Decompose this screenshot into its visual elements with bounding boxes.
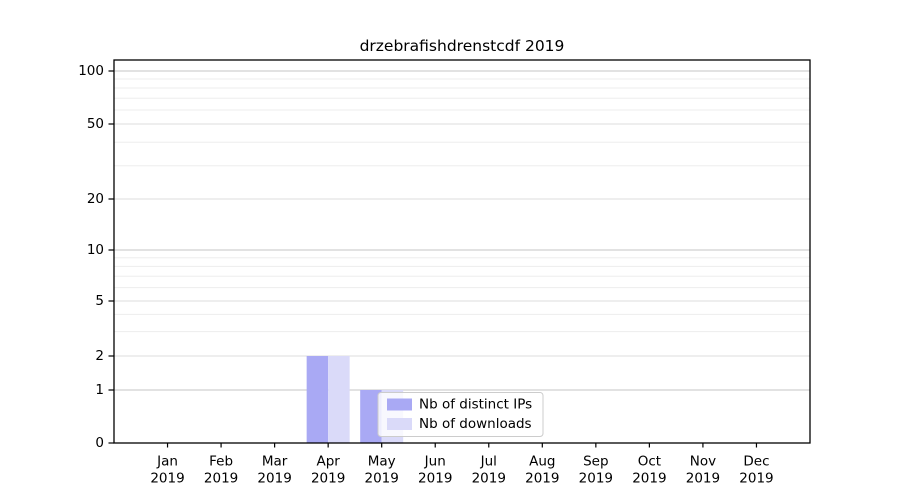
x-tick-label-month-apr: Apr <box>316 454 340 470</box>
x-tick-label-year-apr: 2019 <box>311 471 345 487</box>
x-tick-label-month-sep: Sep <box>583 454 608 470</box>
y-tick-label-10: 10 <box>87 242 104 258</box>
x-tick-label-month-feb: Feb <box>209 454 233 470</box>
x-tick-label-month-jun: Jun <box>424 454 446 470</box>
legend-label-0: Nb of distinct IPs <box>419 397 532 413</box>
y-tick-label-1: 1 <box>95 382 104 398</box>
x-tick-label-year-mar: 2019 <box>257 471 291 487</box>
x-tick-label-month-dec: Dec <box>743 454 769 470</box>
legend-label-1: Nb of downloads <box>419 416 532 432</box>
x-tick-label-year-nov: 2019 <box>686 471 720 487</box>
legend-box <box>377 392 544 437</box>
y-tick-label-20: 20 <box>87 191 104 207</box>
x-tick-label-month-nov: Nov <box>690 454 716 470</box>
x-tick-label-month-oct: Oct <box>638 454 661 470</box>
x-tick-label-year-sep: 2019 <box>579 471 613 487</box>
y-tick-label-5: 5 <box>95 293 104 309</box>
x-tick-label-year-feb: 2019 <box>204 471 238 487</box>
bar-may-series0 <box>360 390 382 443</box>
y-tick-label-0: 0 <box>95 435 104 451</box>
x-tick-label-year-jul: 2019 <box>472 471 506 487</box>
plot-border <box>113 59 811 444</box>
x-tick-label-month-aug: Aug <box>529 454 555 470</box>
y-tick-label-2: 2 <box>95 348 104 364</box>
x-tick-label-year-may: 2019 <box>365 471 399 487</box>
bar-apr-series0 <box>306 356 329 443</box>
x-tick-label-month-jul: Jul <box>480 454 497 470</box>
chart-title: drzebrafishdrenstcdf 2019 <box>360 37 565 55</box>
x-tick-label-year-oct: 2019 <box>632 471 666 487</box>
x-tick-label-year-jan: 2019 <box>150 471 184 487</box>
x-tick-label-year-jun: 2019 <box>418 471 452 487</box>
x-tick-label-month-jan: Jan <box>156 454 178 470</box>
y-tick-label-50: 50 <box>87 116 104 132</box>
legend-swatch-1 <box>387 418 412 430</box>
x-tick-label-year-aug: 2019 <box>525 471 559 487</box>
x-tick-label-month-mar: Mar <box>262 454 288 470</box>
legend-swatch-0 <box>387 398 412 411</box>
x-tick-label-year-dec: 2019 <box>739 471 773 487</box>
bar-apr-series1 <box>328 356 350 443</box>
x-tick-label-month-may: May <box>368 454 396 470</box>
y-tick-label-100: 100 <box>78 63 104 79</box>
